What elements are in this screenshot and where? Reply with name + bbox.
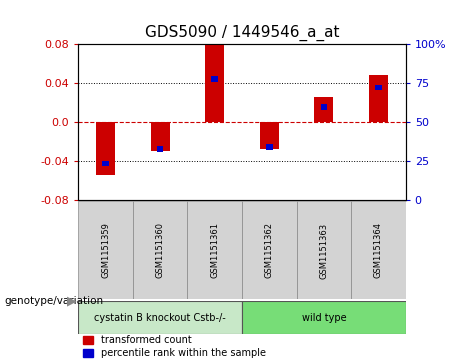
Text: cystatin B knockout Cstb-/-: cystatin B knockout Cstb-/- (95, 313, 226, 323)
Title: GDS5090 / 1449546_a_at: GDS5090 / 1449546_a_at (145, 25, 339, 41)
Bar (96, 122, 115, 175)
Text: wild type: wild type (301, 313, 346, 323)
Bar (212, 76, 218, 82)
Text: genotype/variation: genotype/variation (5, 296, 104, 306)
Bar (375, 85, 382, 90)
Legend: transformed count, percentile rank within the sample: transformed count, percentile rank withi… (83, 335, 266, 358)
Bar (133, 201, 188, 299)
Bar (188, 201, 242, 299)
Text: GSM1151361: GSM1151361 (210, 223, 219, 278)
Text: GSM1151364: GSM1151364 (374, 223, 383, 278)
Bar (205, 45, 225, 122)
Bar (78, 201, 133, 299)
Bar (320, 104, 327, 110)
Bar (351, 201, 406, 299)
Bar (296, 201, 351, 299)
Bar (260, 122, 279, 149)
Text: GSM1151362: GSM1151362 (265, 223, 274, 278)
Bar (102, 160, 109, 167)
Bar (242, 301, 406, 334)
Text: GSM1151363: GSM1151363 (319, 223, 328, 278)
Bar (242, 201, 296, 299)
Bar (151, 122, 170, 151)
Text: GSM1151360: GSM1151360 (156, 223, 165, 278)
Bar (369, 75, 388, 122)
Bar (78, 301, 242, 334)
Bar (157, 146, 164, 152)
Bar (314, 97, 333, 122)
Text: ▶: ▶ (67, 295, 76, 308)
Text: GSM1151359: GSM1151359 (101, 223, 110, 278)
Bar (266, 144, 272, 150)
